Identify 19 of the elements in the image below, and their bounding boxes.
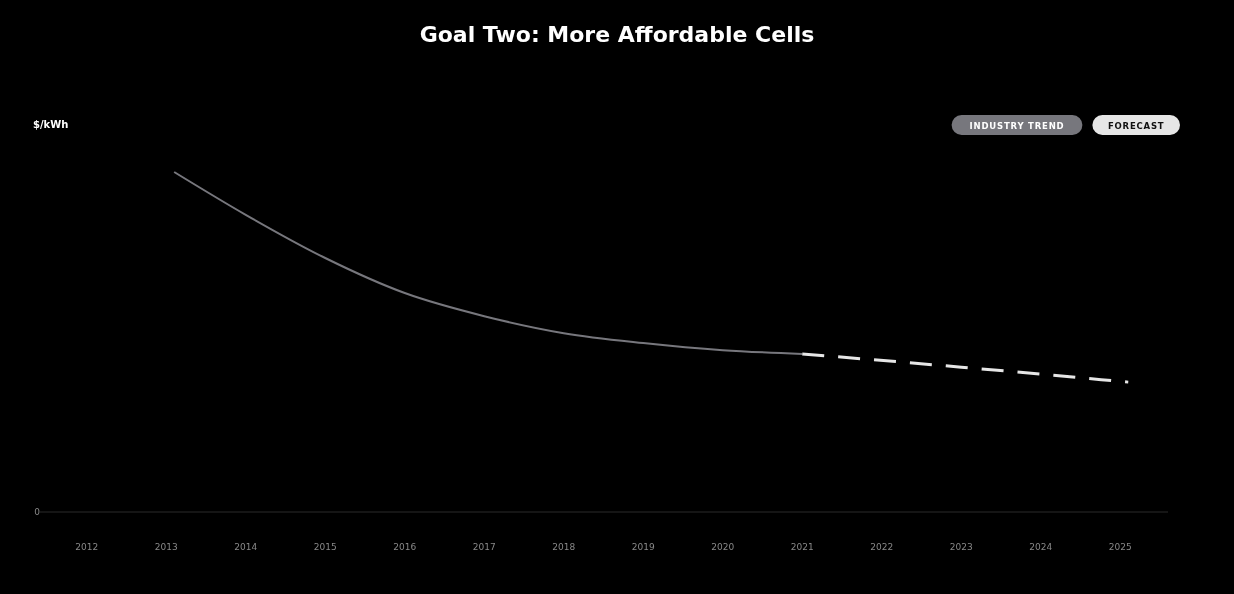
annotation: 0 bbox=[34, 507, 41, 517]
text: INDUSTRY TREND bbox=[969, 120, 1065, 131]
text: FORECAST bbox=[1107, 120, 1165, 131]
x-tick-label: 2020 bbox=[711, 542, 735, 552]
x-tick-label: 2014 bbox=[234, 542, 258, 552]
x-tick-label: 2024 bbox=[1029, 542, 1053, 552]
x-tick-label: 2021 bbox=[790, 542, 814, 552]
x-tick-label: 2012 bbox=[75, 542, 99, 552]
x-tick-label: 2023 bbox=[949, 542, 973, 552]
x-tick-label: 2015 bbox=[313, 542, 337, 552]
x-tick-label: 2017 bbox=[472, 542, 496, 552]
x-tick-label: 2016 bbox=[393, 542, 417, 552]
x-tick-label: 2022 bbox=[870, 542, 894, 552]
x-tick-label: 2018 bbox=[552, 542, 576, 552]
chart-title: Goal Two: More Affordable Cells bbox=[419, 22, 815, 47]
x-tick-label: 2019 bbox=[631, 542, 655, 552]
x-tick-label: 2025 bbox=[1108, 542, 1132, 552]
y-axis-title: $/kWh bbox=[33, 119, 69, 130]
x-tick-label: 2013 bbox=[154, 542, 178, 552]
